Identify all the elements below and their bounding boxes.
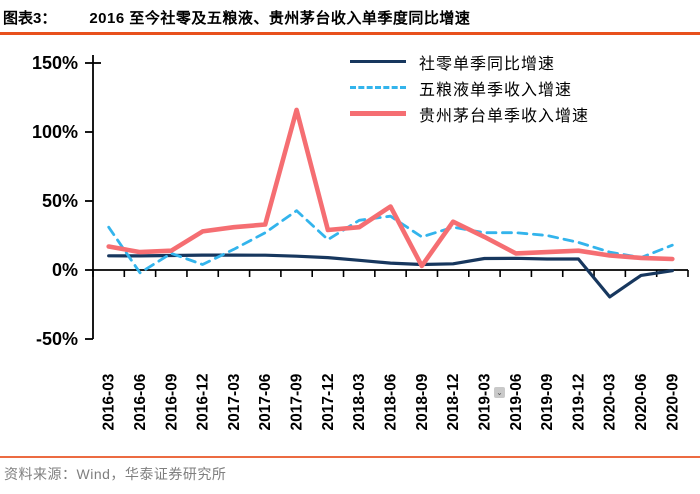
x-tick-label: 2016-03 — [101, 373, 118, 430]
chevron-down-glyph: ⌄ — [496, 387, 503, 397]
legend-label-moutai: 贵州茅台单季收入增速 — [419, 107, 590, 125]
retail-line-swatch-icon — [350, 60, 406, 63]
x-tick-label: 2020-06 — [633, 373, 650, 430]
series-line-moutai — [106, 107, 675, 269]
x-tick-label: 2019-03 — [476, 373, 493, 430]
x-tick-label: 2016-09 — [163, 373, 180, 430]
chart-legend: 社零单季同比增速 五粮液单季收入增速 贵州茅台单季收入增速 — [350, 51, 590, 125]
figure-title: 2016 至今社零及五粮液、贵州茅台收入单季度同比增速 — [89, 10, 471, 27]
legend-label-wuliangye: 五粮液单季收入增速 — [419, 81, 573, 99]
y-tick-label: 0% — [52, 260, 78, 280]
legend-item-wuliangye: 五粮液单季收入增速 — [350, 77, 589, 99]
moutai-line-swatch-icon — [350, 111, 406, 116]
x-tick-label: 2019-12 — [570, 374, 587, 431]
title-divider-rule — [0, 32, 700, 35]
y-tick-label: 100% — [32, 122, 78, 142]
y-tick-label: -50% — [36, 329, 78, 349]
legend-label-retail: 社零单季同比增速 — [419, 55, 556, 73]
x-tick-label: 2017-03 — [226, 373, 243, 430]
x-tick-label: 2019-06 — [508, 373, 525, 430]
x-tick-label: 2018-09 — [414, 373, 431, 430]
source-note: 资料来源：Wind，华泰证券研究所 — [4, 466, 227, 482]
x-tick-label: 2016-12 — [195, 374, 212, 431]
figure-number-label: 图表3： — [3, 10, 57, 27]
series-line-retail — [107, 253, 674, 299]
series-line-wuliangye — [107, 209, 674, 275]
x-tick-label: 2016-06 — [132, 373, 149, 430]
wuliangye-dashed-swatch-icon — [350, 86, 406, 89]
y-tick-label: 150% — [32, 53, 78, 73]
figure-header: 图表3： 2016 至今社零及五粮液、贵州茅台收入单季度同比增速 — [3, 7, 697, 28]
x-tick-label: 2017-09 — [289, 373, 306, 430]
footer-divider-rule — [0, 456, 700, 458]
x-tick-label: 2018-03 — [351, 373, 368, 430]
legend-item-retail: 社零单季同比增速 — [350, 51, 589, 73]
x-tick-label: 2020-09 — [664, 373, 681, 430]
x-tick-label: 2018-06 — [383, 373, 400, 430]
legend-item-moutai: 贵州茅台单季收入增速 — [350, 103, 590, 125]
x-tick-label: 2017-06 — [257, 373, 274, 430]
x-tick-label: 2018-12 — [445, 374, 462, 431]
y-tick-label: 50% — [42, 191, 78, 211]
x-tick-label: 2017-12 — [320, 374, 337, 431]
chevron-down-icon[interactable]: ⌄ — [494, 387, 505, 398]
x-tick-label: 2019-09 — [539, 373, 556, 430]
x-tick-label: 2020-03 — [602, 373, 619, 430]
